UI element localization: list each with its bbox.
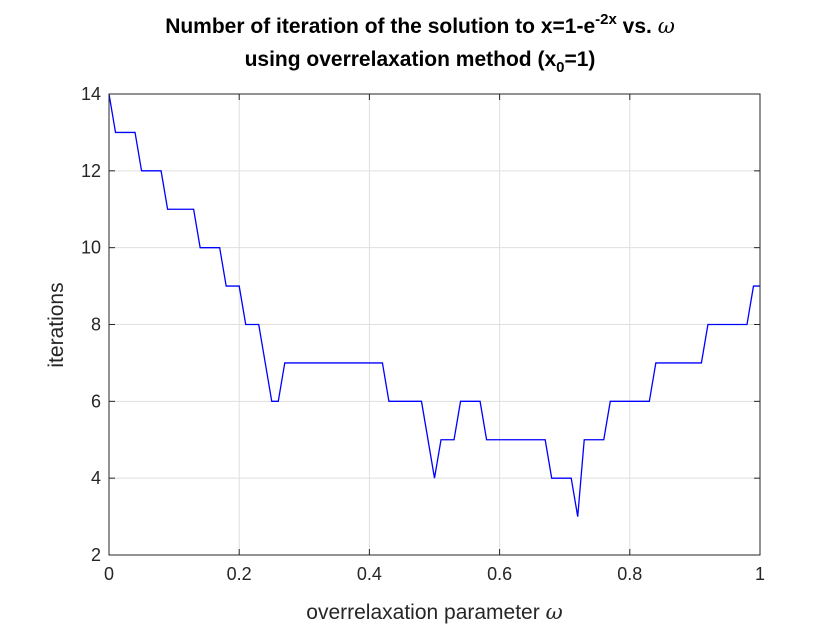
x-tick-label: 0.6 [487, 564, 512, 584]
x-tick-label: 0.4 [357, 564, 382, 584]
chart-title-line-1: Number of iteration of the solution to x… [165, 11, 675, 38]
title-omega-symbol: ω [657, 14, 675, 38]
grid [109, 94, 760, 555]
ticks [108, 93, 761, 556]
y-tick-label: 8 [91, 315, 101, 335]
x-tick-label: 0.2 [227, 564, 252, 584]
y-tick-label: 10 [81, 238, 101, 258]
x-tick-label: 0.8 [617, 564, 642, 584]
x-axis-omega-symbol: ω [545, 600, 563, 624]
x-tick-label: 0 [104, 564, 114, 584]
x-tick-label: 1 [755, 564, 765, 584]
y-tick-label: 2 [91, 545, 101, 565]
chart-title-line-2: using overrelaxation method (x0=1) [244, 48, 596, 76]
title-subscript: 0 [556, 59, 565, 76]
y-tick-label: 4 [91, 468, 101, 488]
y-tick-label: 14 [81, 84, 101, 104]
y-tick-label: 12 [81, 161, 101, 181]
y-axis-label: iterations [45, 282, 68, 368]
title-exponent: -2x [595, 11, 617, 28]
series-line [108, 93, 760, 517]
x-axis-label: overrelaxation parameter ω [306, 600, 563, 624]
y-tick-label: 6 [91, 391, 101, 411]
